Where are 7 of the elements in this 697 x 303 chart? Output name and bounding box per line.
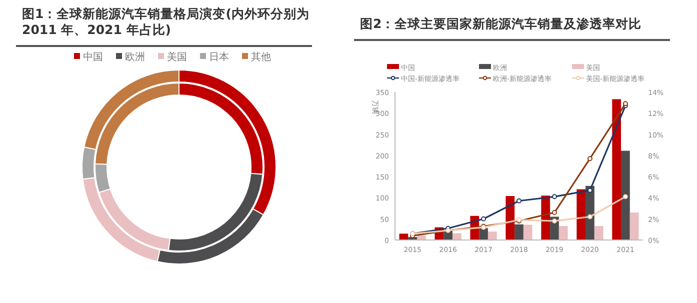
chart-title: 图1：全球新能源汽车销量格局演变(内外环分别为 2011 年、2021 年占比) bbox=[22, 6, 310, 37]
chart-title: 图2：全球主要国家新能源汽车销量及渗透率对比 bbox=[360, 16, 642, 31]
legend-label: 其他 bbox=[251, 51, 271, 63]
legend-label: 日本 bbox=[209, 51, 229, 63]
legend-label: 中国 bbox=[83, 51, 103, 63]
legend-label: 欧洲 bbox=[125, 51, 145, 63]
legend-label: 美国 bbox=[167, 51, 187, 63]
